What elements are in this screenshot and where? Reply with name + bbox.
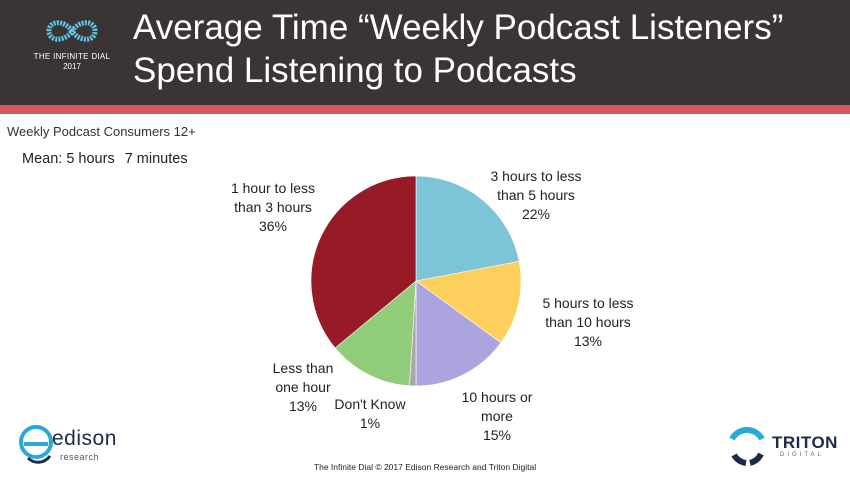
triton-logo-name: TRITON [772,433,838,452]
pie-slice [334,280,417,387]
page-title: Average Time “Weekly Podcast Listeners” … [133,6,833,92]
pie-slice [415,280,502,387]
slice-label: Less than one hour 13% [273,360,334,414]
header-band [0,0,850,105]
infinity-icon [46,20,98,42]
infinite-dial-logo: THE INFINITE DIAL 2017 [22,6,122,98]
logo-title: THE INFINITE DIAL [33,52,111,61]
slice-label: 3 hours to less than 5 hours 22% [490,168,581,222]
slice-label: 1 hour to less than 3 hours 36% [231,180,315,234]
pie-slice [310,175,417,349]
mean-label: Mean: 5 hours [22,151,115,167]
triton-logo-sub: DIGITAL [780,452,824,458]
slice-label: 10 hours or more 15% [462,389,533,443]
logo-year: 2017 [63,62,81,71]
edison-logo-name: edison [52,427,117,450]
edison-logo-sub: research [60,452,100,462]
pie-slice [415,175,520,282]
pie-slice [415,260,522,344]
title-line-2: Spend Listening to Podcasts [133,51,577,90]
chart-subtitle: Weekly Podcast Consumers 12+ [7,124,196,139]
triton-logo-icon [729,427,765,466]
slice-label: 5 hours to less than 10 hours 13% [542,295,633,349]
title-line-1: Average Time “Weekly Podcast Listeners” [133,8,784,47]
edison-logo-icon [19,425,53,464]
slice-label: Don't Know 1% [334,396,406,431]
mean-minutes: 7 minutes [124,151,188,167]
footer-credit: The Infinite Dial © 2017 Edison Research… [313,462,537,472]
mean-value: Mean: 5 hours 7 minutes [22,151,188,167]
header-stripe [0,105,850,114]
